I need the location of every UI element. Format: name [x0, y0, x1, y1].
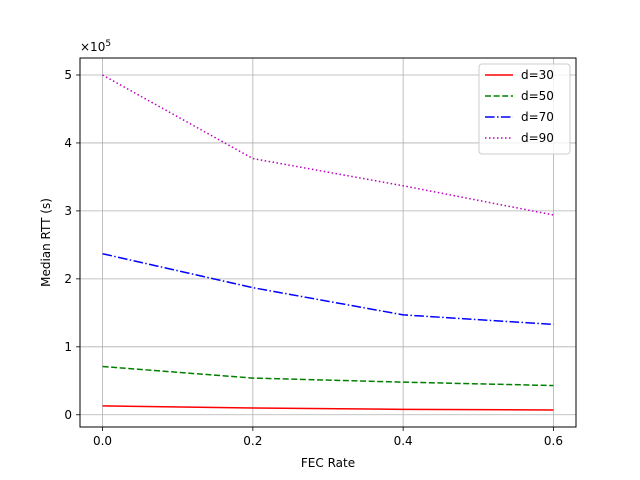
series-line-d-70 — [102, 252, 554, 326]
y-tick-label: 1 — [64, 340, 72, 354]
y-tick-label: 0 — [64, 408, 72, 422]
x-tick-label: 0.4 — [394, 434, 413, 448]
legend-label: d=70 — [521, 110, 554, 124]
ticks: 0.0 0.2 0.4 0.6 0 1 2 3 4 5 — [64, 68, 563, 448]
series-line-d-50 — [102, 365, 554, 387]
y-tick-label: 5 — [64, 68, 72, 82]
series-line-d-90 — [102, 74, 554, 216]
legend-box — [478, 63, 571, 155]
x-tick-label: 0.6 — [544, 434, 563, 448]
legend-label: d=90 — [521, 131, 554, 145]
legend: d=30 d=50 d=70 d=90 — [478, 63, 571, 155]
series-lines — [102, 74, 554, 411]
series-line-d-30 — [102, 405, 554, 411]
plot-frame — [79, 57, 577, 428]
y-axis-multiplier: ×105 — [80, 39, 111, 54]
y-tick-label: 4 — [64, 136, 72, 150]
x-tick-label: 0.0 — [93, 434, 112, 448]
legend-label: d=50 — [521, 89, 554, 103]
y-axis-label: Median RTT (s) — [39, 198, 53, 287]
legend-label: d=30 — [521, 68, 554, 82]
y-tick-label: 3 — [64, 204, 72, 218]
x-axis-label: FEC Rate — [301, 456, 355, 470]
y-axis-multiplier-base: ×10 — [80, 40, 105, 54]
y-axis-multiplier-exponent: 5 — [105, 39, 111, 49]
y-tick-label: 2 — [64, 272, 72, 286]
x-tick-label: 0.2 — [243, 434, 262, 448]
